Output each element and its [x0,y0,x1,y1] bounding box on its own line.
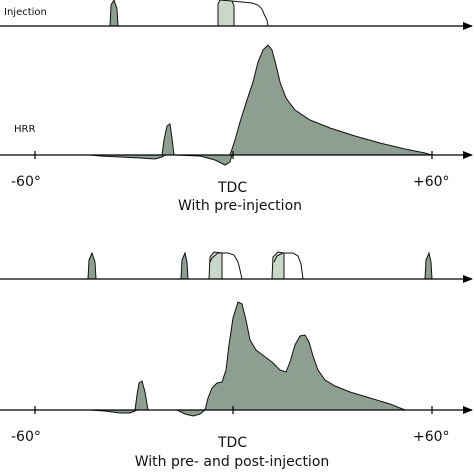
tick-label-plus60: +60° [413,174,450,190]
tick-label-plus60-bottom: +60° [413,429,450,445]
hrr-pre-combustion-peak-bottom [134,380,149,411]
main-injection-trace-2 [273,252,304,280]
main-injection-trace-1 [209,252,243,280]
hrr-pre-combustion-peak [161,123,175,156]
hrr-main-combustion [229,44,433,156]
pre-injection-pulse-2 [180,251,189,280]
main-injection-pulse-1 [208,251,223,280]
pre-injection-pulse [109,0,119,27]
hrr-main-combustion-bottom [204,301,406,411]
pre-injection-pulse-1 [87,251,97,280]
injection-label: Injection [4,7,47,18]
hrr-label: HRR [14,124,35,135]
hrr-negative-dip-2 [173,154,233,166]
hrr-negative-dip-bottom-2 [176,409,207,417]
top-panel: Injection HRR -60° TDC +60° With pre-inj… [0,0,473,214]
tick-label-minus60: -60° [11,174,41,190]
bottom-caption: With pre- and post-injection [135,454,330,470]
bottom-panel: -60° TDC +60° With pre- and post-injecti… [0,251,473,470]
tick-label-tdc-bottom: TDC [217,435,247,451]
main-injection-trace [231,0,269,27]
post-injection-pulse [424,251,433,280]
main-injection-pulse [217,0,235,27]
tick-label-tdc: TDC [217,180,247,196]
tick-label-minus60-bottom: -60° [11,429,41,445]
top-caption: With pre-injection [178,198,302,214]
